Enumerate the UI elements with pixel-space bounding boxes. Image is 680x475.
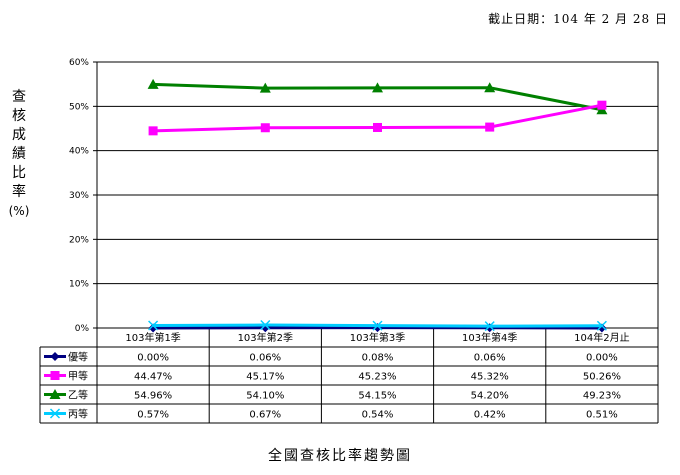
data-point: [597, 100, 607, 110]
data-label: 0.06%: [474, 353, 506, 364]
data-label: 0.57%: [137, 410, 169, 421]
data-label: 45.17%: [246, 372, 284, 383]
data-point: [596, 320, 607, 331]
data-point: [372, 320, 383, 331]
category-label: 103年第3季: [350, 331, 405, 344]
category-label: 103年第1季: [125, 331, 180, 344]
data-label: 0.08%: [362, 353, 394, 364]
data-label: 54.96%: [134, 391, 172, 402]
data-label: 44.47%: [134, 372, 172, 383]
y-axis-unit: (%): [8, 204, 30, 218]
y-tick-label: 0%: [75, 324, 90, 334]
data-label: 0.00%: [586, 353, 618, 364]
data-label: 0.42%: [474, 410, 506, 421]
cutoff-date: 截止日期：104 年 2 月 28 日: [488, 12, 668, 26]
legend-marker: [50, 352, 60, 361]
data-point: [148, 126, 158, 136]
data-label: 0.67%: [249, 410, 281, 421]
data-point: [373, 122, 382, 132]
legend-marker: [49, 389, 61, 399]
y-axis-title-char: 比: [12, 165, 26, 181]
y-tick-label: 10%: [69, 280, 89, 290]
data-label: 49.23%: [583, 391, 621, 402]
legend-label: 乙等: [68, 389, 88, 402]
y-axis-title: 查 核 成 績 比 率 (%): [6, 88, 32, 221]
legend-marker: [50, 371, 60, 380]
y-tick-label: 40%: [69, 147, 89, 157]
data-label: 0.06%: [249, 353, 281, 364]
y-tick-label: 30%: [69, 191, 89, 201]
y-axis-title-char: 績: [12, 146, 26, 162]
legend-label: 甲等: [68, 370, 88, 383]
y-tick-label: 50%: [69, 102, 89, 112]
data-label: 54.20%: [471, 391, 509, 402]
data-point: [148, 320, 159, 331]
legend-marker: [49, 408, 61, 419]
data-point: [259, 82, 271, 93]
data-point: [484, 82, 496, 93]
legend-label: 丙等: [68, 408, 88, 421]
y-axis-title-char: 率: [12, 184, 26, 200]
data-point: [147, 78, 159, 89]
legend-label: 優等: [68, 351, 88, 364]
data-label: 0.00%: [137, 353, 169, 364]
y-axis-title-char: 成: [12, 127, 26, 143]
data-label: 45.23%: [358, 372, 396, 383]
y-axis-title-char: 核: [12, 108, 26, 124]
data-label: 0.51%: [586, 410, 618, 421]
category-label: 104年2月止: [574, 331, 629, 344]
data-point: [260, 319, 271, 331]
category-label: 103年第2季: [238, 331, 293, 344]
data-label: 45.32%: [471, 372, 509, 383]
data-point: [484, 321, 495, 332]
data-label: 50.26%: [583, 372, 621, 383]
data-label: 54.10%: [246, 391, 284, 402]
data-label: 0.54%: [362, 410, 394, 421]
data-point: [260, 123, 270, 133]
y-axis-title-char: 查: [12, 89, 26, 105]
category-label: 103年第4季: [462, 331, 517, 344]
data-point: [372, 82, 383, 93]
y-tick-label: 60%: [69, 58, 89, 68]
chart-caption: 全國查核比率趨勢圖: [268, 448, 412, 464]
data-point: [485, 122, 495, 132]
y-tick-label: 20%: [69, 235, 89, 245]
data-label: 54.15%: [358, 391, 396, 402]
